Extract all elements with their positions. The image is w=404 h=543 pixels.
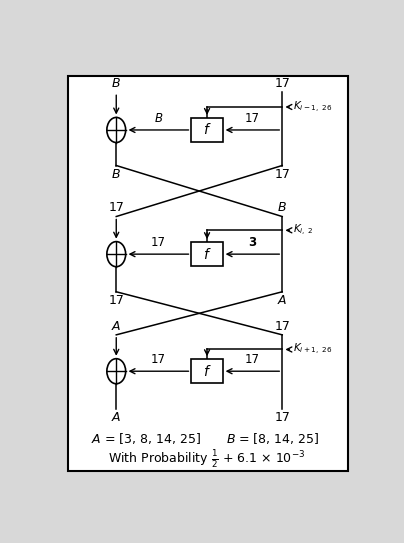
Text: $K_{i-1,\ 26}$: $K_{i-1,\ 26}$ [293, 99, 332, 115]
Text: 17: 17 [108, 201, 124, 214]
Text: 17: 17 [151, 353, 166, 366]
Text: $f$: $f$ [203, 247, 211, 262]
Text: 3: 3 [248, 236, 257, 249]
Text: $A$: $A$ [111, 411, 122, 424]
Text: $A$: $A$ [277, 294, 287, 307]
Text: $B$: $B$ [154, 111, 163, 124]
Text: With Probability $\frac{1}{2}$ + 6.1 $\times$ 10$^{-3}$: With Probability $\frac{1}{2}$ + 6.1 $\t… [108, 449, 306, 470]
Text: 17: 17 [151, 236, 166, 249]
Text: 17: 17 [274, 168, 290, 181]
Text: 17: 17 [274, 411, 290, 424]
FancyBboxPatch shape [68, 75, 348, 471]
Text: 17: 17 [245, 111, 260, 124]
Text: $K_{i,\ 2}$: $K_{i,\ 2}$ [293, 223, 314, 238]
Text: $f$: $f$ [203, 364, 211, 378]
FancyBboxPatch shape [191, 242, 223, 266]
Text: $B$: $B$ [112, 77, 121, 90]
Text: 17: 17 [245, 353, 260, 366]
Text: $K_{i+1,\ 26}$: $K_{i+1,\ 26}$ [293, 342, 332, 357]
FancyBboxPatch shape [191, 118, 223, 142]
Text: $B$: $B$ [277, 201, 287, 214]
FancyBboxPatch shape [191, 359, 223, 383]
Text: 17: 17 [108, 294, 124, 307]
Text: $B$: $B$ [112, 168, 121, 181]
Text: $A$ = [3, 8, 14, 25]: $A$ = [3, 8, 14, 25] [91, 431, 201, 446]
Text: 17: 17 [274, 320, 290, 333]
Text: $A$: $A$ [111, 320, 122, 333]
Text: 17: 17 [274, 77, 290, 90]
Text: $B$ = [8, 14, 25]: $B$ = [8, 14, 25] [226, 431, 319, 446]
Text: $f$: $f$ [203, 123, 211, 137]
